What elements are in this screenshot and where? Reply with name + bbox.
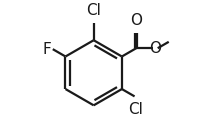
Text: O: O bbox=[130, 13, 142, 28]
Text: Cl: Cl bbox=[128, 102, 143, 116]
Text: F: F bbox=[42, 42, 51, 57]
Text: O: O bbox=[149, 41, 161, 56]
Text: Cl: Cl bbox=[86, 3, 101, 18]
